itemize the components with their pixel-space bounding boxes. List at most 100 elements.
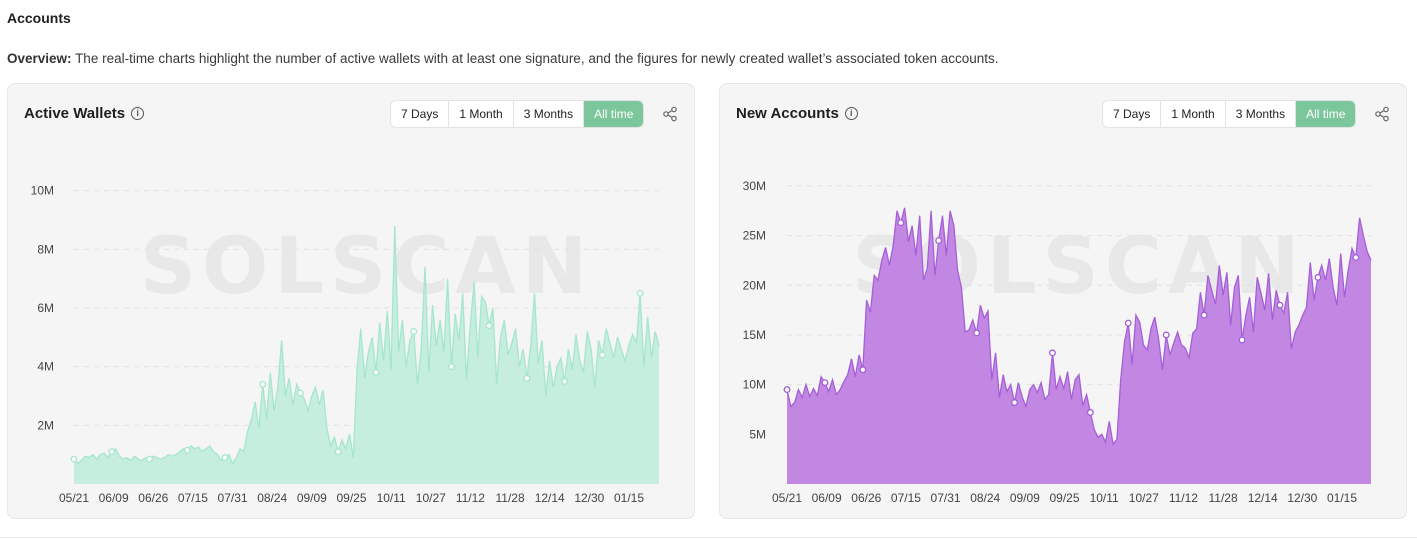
x-tick-label: 11/12 (456, 491, 485, 505)
data-point (108, 448, 116, 456)
x-tick-label: 06/26 (138, 491, 168, 505)
data-point (1086, 409, 1094, 416)
data-point (1238, 336, 1246, 344)
section-divider (0, 537, 1417, 538)
data-point (70, 455, 78, 463)
x-tick-label: 06/09 (812, 491, 842, 505)
x-tick-label: 06/09 (99, 491, 129, 505)
x-tick-label: 09/25 (1049, 491, 1079, 505)
data-point (523, 374, 531, 382)
data-point (221, 454, 229, 462)
info-icon[interactable]: i (131, 107, 145, 120)
x-tick-label: 12/14 (1248, 491, 1278, 505)
x-tick-label: 10/27 (1129, 491, 1159, 505)
y-tick-label: 30M (743, 179, 766, 193)
y-tick-label: 15M (743, 328, 766, 342)
y-tick-label: 6M (37, 301, 54, 315)
data-point (973, 329, 981, 337)
x-tick-label: 11/28 (496, 491, 525, 505)
x-tick-label: 09/09 (297, 491, 327, 505)
data-point (1124, 319, 1132, 327)
data-point (561, 377, 569, 385)
active-wallets-chart: SOLSCAN 2M 4M 6M 8M 10M 05/21 06/09 06/26 07/15 07… (31, 184, 660, 505)
x-tick-label: 10/11 (1090, 491, 1119, 505)
data-point (1200, 311, 1208, 319)
overview-text: Overview: The real-time charts highlight… (7, 51, 999, 66)
data-point (897, 219, 905, 227)
y-tick-label: 20M (743, 278, 766, 292)
x-tick-label: 05/21 (59, 491, 89, 505)
x-tick-label: 12/30 (1287, 491, 1317, 505)
range-7-days-button[interactable]: 7 Days (391, 101, 450, 127)
series-area (74, 225, 659, 484)
active-wallets-card: Active Wallets i 7 Days 1 Month 3 Months… (7, 83, 695, 519)
data-point (1011, 399, 1018, 406)
range-1-month-button[interactable]: 1 Month (449, 101, 514, 127)
data-point (447, 363, 455, 371)
range-all-time-button[interactable]: All time (1296, 101, 1356, 127)
data-point (859, 366, 867, 374)
chart-title: New Accounts i (736, 105, 858, 122)
range-3-months-button[interactable]: 3 Months (513, 101, 585, 127)
x-tick-label: 09/09 (1010, 491, 1040, 505)
x-tick-label: 01/15 (614, 491, 644, 505)
time-range-selector: 7 Days 1 Month 3 Months All time (390, 100, 645, 128)
time-range-selector: 7 Days 1 Month 3 Months All time (1102, 100, 1357, 128)
y-tick-label: 4M (37, 360, 54, 374)
data-point (1049, 349, 1056, 357)
series-line (786, 207, 1372, 446)
data-point (259, 380, 267, 388)
active-wallets-title: Active Wallets (24, 105, 126, 122)
x-tick-label: 07/15 (891, 491, 921, 505)
range-all-time-button[interactable]: All time (584, 101, 644, 127)
new-accounts-title: New Accounts (736, 105, 839, 122)
data-point (372, 369, 380, 376)
x-tick-label: 10/27 (416, 491, 446, 505)
data-point (783, 386, 791, 394)
data-point (821, 379, 829, 387)
y-tick-label: 8M (37, 242, 54, 256)
data-point (1352, 254, 1360, 261)
series-line (73, 225, 660, 465)
x-tick-label: 07/31 (218, 491, 248, 505)
x-tick-label: 09/25 (336, 491, 366, 505)
data-point (297, 389, 304, 397)
share-icon[interactable] (662, 106, 678, 122)
range-7-days-button[interactable]: 7 Days (1103, 101, 1162, 127)
data-point (410, 328, 418, 335)
x-tick-label: 10/11 (377, 491, 406, 505)
y-tick-label: 10M (31, 184, 54, 198)
data-point (1276, 301, 1284, 309)
data-point (935, 237, 943, 245)
range-1-month-button[interactable]: 1 Month (1161, 101, 1226, 127)
data-point (146, 455, 153, 463)
data-point (334, 448, 342, 456)
data-point (598, 351, 606, 359)
x-tick-label: 05/21 (772, 491, 802, 505)
data-point (636, 289, 644, 297)
chart-title: Active Wallets i (24, 105, 145, 122)
x-tick-label: 11/12 (1169, 491, 1198, 505)
new-accounts-card: New Accounts i 7 Days 1 Month 3 Months A… (719, 83, 1407, 519)
x-tick-label: 12/14 (535, 491, 565, 505)
series-area (787, 207, 1371, 485)
x-tick-label: 07/15 (178, 491, 208, 505)
x-tick-label: 12/30 (574, 491, 604, 505)
x-tick-label: 06/26 (851, 491, 881, 505)
data-point (1314, 273, 1322, 281)
x-tick-label: 01/15 (1327, 491, 1357, 505)
y-tick-label: 5M (749, 427, 766, 441)
info-icon[interactable]: i (844, 107, 858, 120)
y-tick-label: 2M (37, 418, 54, 432)
x-tick-label: 11/28 (1209, 491, 1238, 505)
y-tick-label: 25M (743, 229, 766, 243)
range-3-months-button[interactable]: 3 Months (1225, 101, 1297, 127)
data-point (183, 446, 191, 454)
x-tick-label: 08/24 (970, 491, 1000, 505)
watermark: SOLSCAN (140, 222, 593, 312)
data-point (485, 322, 493, 330)
y-tick-label: 10M (743, 378, 766, 392)
share-icon[interactable] (1374, 106, 1390, 122)
x-tick-label: 07/31 (931, 491, 961, 505)
